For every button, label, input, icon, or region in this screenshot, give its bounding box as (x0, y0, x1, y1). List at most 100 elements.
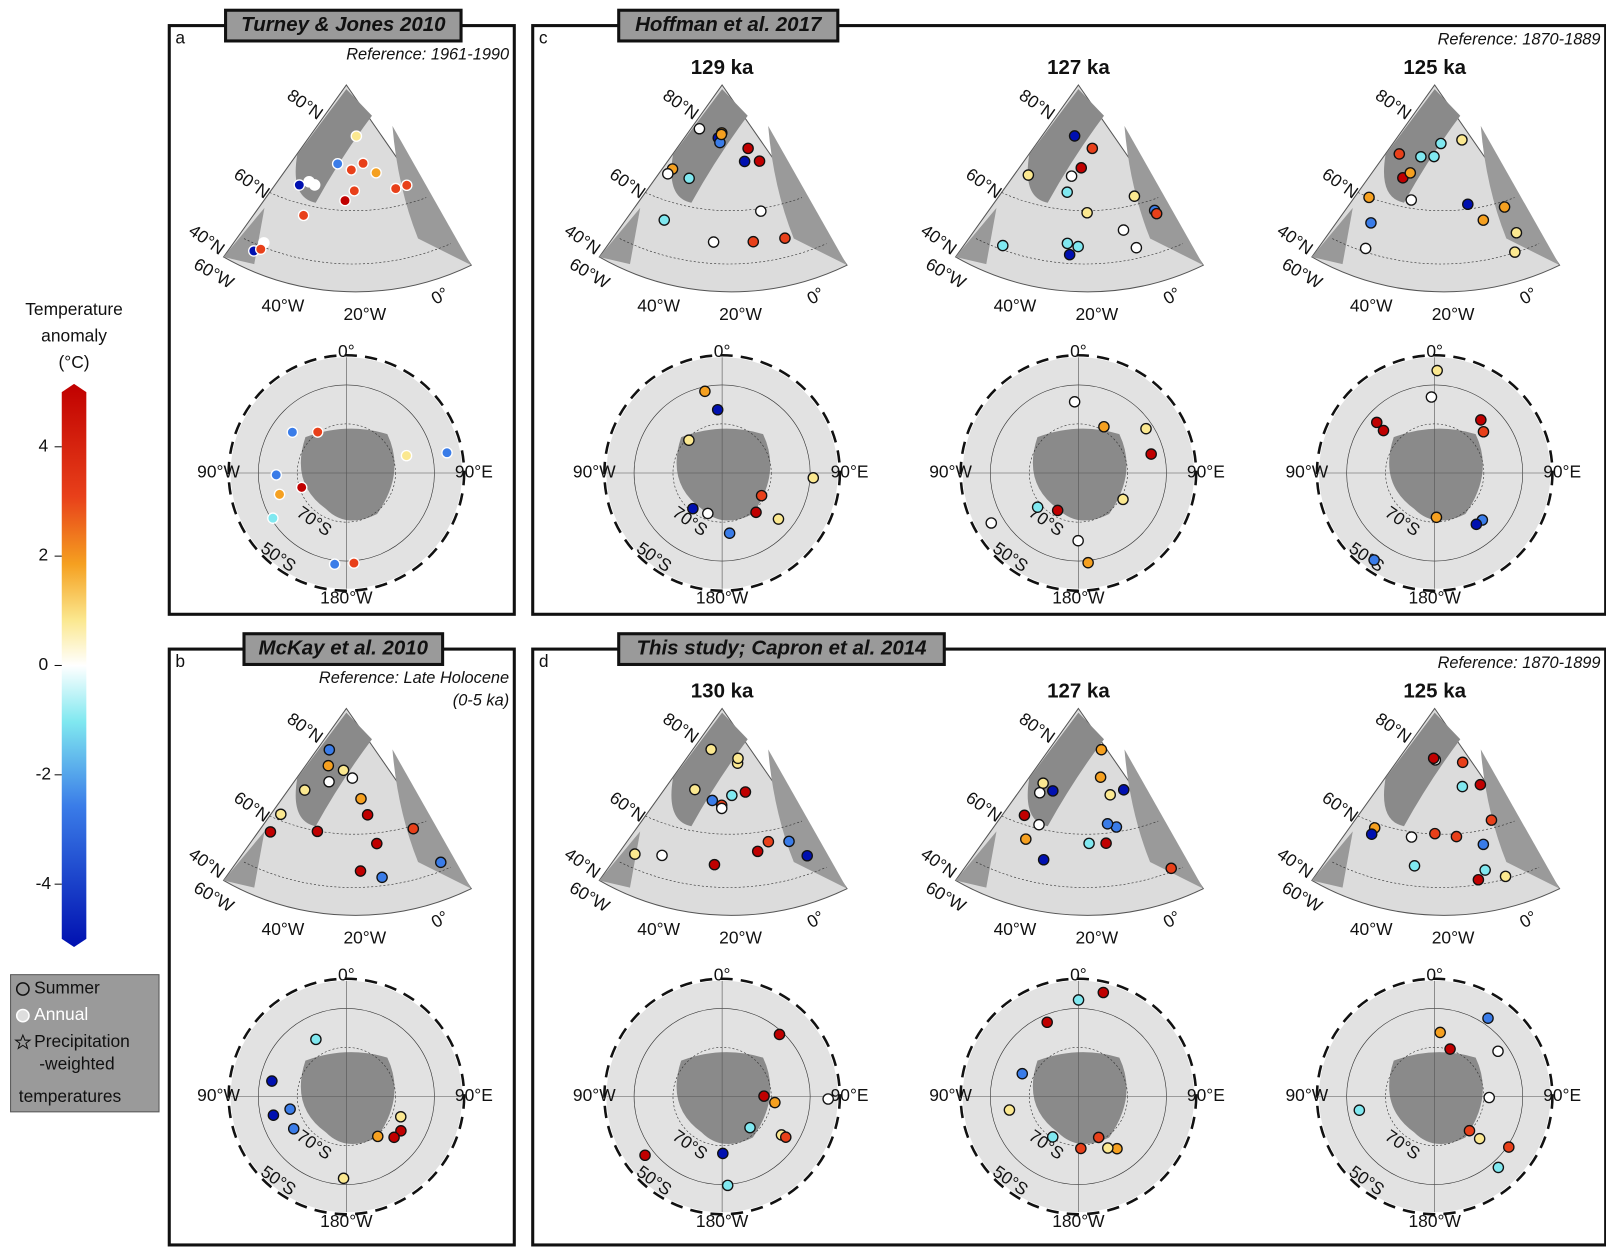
lat-label: 80°N (1016, 708, 1059, 747)
site-marker (373, 1131, 383, 1141)
site-marker (1484, 1092, 1494, 1102)
site-marker (1004, 1105, 1014, 1115)
site-marker (355, 866, 365, 876)
lon-label: 0° (714, 341, 731, 361)
lon-label: 180°W (696, 1211, 749, 1231)
lon-label: 40°W (637, 919, 680, 939)
site-marker (1430, 829, 1440, 839)
site-marker (1048, 1132, 1058, 1142)
lon-label: 40°W (994, 296, 1037, 316)
colorbar-tick-label: 0 (38, 654, 48, 674)
site-marker (1493, 1162, 1503, 1172)
site-marker (713, 405, 723, 415)
lon-label: 90°W (1285, 462, 1328, 482)
site-marker (1471, 519, 1481, 529)
site-marker (663, 169, 673, 179)
site-marker (1406, 832, 1416, 842)
colorbar-title-line: (°C) (58, 352, 89, 372)
site-marker (1070, 397, 1080, 407)
lon-label: 90°W (1285, 1085, 1328, 1105)
lon-label: 0° (1160, 906, 1184, 932)
panel-title: Turney & Jones 2010 (241, 13, 446, 36)
site-marker (271, 470, 281, 480)
lon-label: 180°W (320, 1211, 373, 1231)
site-marker (1065, 250, 1075, 260)
site-marker (1463, 199, 1473, 209)
site-marker (1475, 780, 1485, 790)
site-marker (1084, 838, 1094, 848)
site-marker (349, 186, 359, 196)
site-marker (324, 777, 334, 787)
lon-label: 90°E (1543, 1085, 1581, 1105)
site-marker (1478, 215, 1488, 225)
site-marker (723, 1180, 733, 1190)
site-marker (1035, 788, 1045, 798)
colorbar-tick-label: 2 (38, 545, 48, 565)
lat-label: 80°N (1016, 85, 1059, 124)
site-marker (1458, 757, 1468, 767)
lat-label: 80°N (659, 708, 702, 747)
site-marker (1431, 512, 1441, 522)
site-marker (763, 837, 773, 847)
site-marker (770, 1097, 780, 1107)
site-marker (256, 244, 266, 254)
site-marker (1435, 1027, 1445, 1037)
lon-label: 20°W (1075, 927, 1118, 947)
site-marker (781, 1132, 791, 1142)
site-marker (1021, 834, 1031, 844)
lon-label: 0° (428, 906, 452, 932)
site-marker (267, 1076, 277, 1086)
site-marker (748, 237, 758, 247)
site-marker (408, 824, 418, 834)
site-marker (1087, 143, 1097, 153)
site-marker (1354, 1105, 1364, 1115)
site-marker (694, 124, 704, 134)
legend-label: temperatures (19, 1086, 122, 1106)
lat-label: 40°N (1274, 844, 1317, 883)
site-marker (1457, 781, 1467, 791)
site-marker (1098, 987, 1108, 997)
panel-title: McKay et al. 2010 (259, 637, 429, 660)
legend: Summer Annual Precipitation -weighted te… (11, 975, 159, 1112)
lon-label: 90°E (1543, 462, 1581, 482)
site-marker (362, 810, 372, 820)
lon-label: 90°E (1187, 462, 1225, 482)
site-marker (396, 1112, 406, 1122)
site-marker (823, 1094, 833, 1104)
site-marker (1019, 810, 1029, 820)
reference: Reference: 1961-1990 (346, 46, 509, 64)
lat-label: 80°N (659, 85, 702, 124)
lon-label: 180°W (320, 588, 373, 608)
site-marker (1083, 558, 1093, 568)
lat-label: 40°N (561, 844, 604, 883)
lon-label: 0° (714, 964, 731, 984)
site-marker (274, 489, 284, 499)
site-marker (351, 131, 361, 141)
period-heading: 130 ka (691, 680, 754, 703)
site-marker (333, 159, 343, 169)
lon-label: 20°W (1432, 927, 1475, 947)
lon-label: 40°W (994, 919, 1037, 939)
site-marker (1406, 195, 1416, 205)
lon-label: 0° (1070, 341, 1087, 361)
site-marker (808, 473, 818, 483)
site-marker (442, 448, 452, 458)
site-marker (1076, 1143, 1086, 1153)
lon-label: 90°E (1187, 1085, 1225, 1105)
lon-label: 20°W (343, 927, 386, 947)
lat-label: 80°N (284, 85, 327, 124)
site-marker (1416, 152, 1426, 162)
site-marker (1034, 820, 1044, 830)
site-marker (1146, 449, 1156, 459)
site-marker (745, 1123, 755, 1133)
lon-label: 90°W (197, 462, 240, 482)
site-marker (716, 129, 726, 139)
site-marker (739, 156, 749, 166)
site-marker (1426, 392, 1436, 402)
site-marker (324, 745, 334, 755)
site-marker (313, 427, 323, 437)
site-marker (1445, 1044, 1455, 1054)
site-marker (1062, 187, 1072, 197)
site-marker (1372, 417, 1382, 427)
site-marker (1039, 855, 1049, 865)
